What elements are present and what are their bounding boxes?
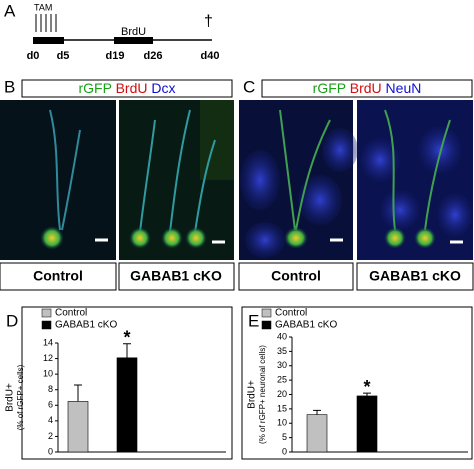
panel-letter: C: [243, 77, 255, 96]
tam-arrows: [35, 14, 57, 32]
legend-swatch: [261, 320, 272, 330]
y-tick-label: 0: [282, 446, 287, 456]
day-label: d26: [144, 50, 163, 62]
stain: BrdU: [116, 80, 148, 96]
brdu-label: BrdU: [121, 26, 146, 38]
legend-label: GABAB1 cKO: [275, 320, 337, 331]
bar: [116, 357, 138, 453]
stain-header: [21, 79, 233, 98]
y-tick-label: 0: [48, 446, 53, 456]
panel-letter: D: [6, 311, 18, 330]
y-tick-label: 8: [48, 384, 53, 394]
condition-label: Control: [33, 268, 83, 284]
day-label: d5: [57, 50, 70, 62]
condition-label: GABAB1 cKO: [130, 268, 222, 284]
error-bar: [74, 384, 82, 402]
stain: Dcx: [151, 80, 175, 96]
y-axis-label: (% of rGFP+ cells): [16, 364, 25, 430]
y-tick-label: 35: [277, 346, 287, 356]
legend-swatch: [41, 320, 52, 330]
day-label: d19: [106, 50, 125, 62]
brdu-period: [114, 37, 153, 44]
y-axis-label: (% of rGFP+ neuronal cells): [258, 345, 267, 444]
stain-header-text: rGFP BrdU Dcx: [78, 80, 175, 96]
stain-header: [261, 79, 473, 98]
legend-label: Control: [275, 308, 307, 319]
condition-label: Control: [271, 268, 321, 284]
tam-period: [33, 37, 64, 44]
tam-label: TAM: [34, 2, 52, 12]
chart-frame: [21, 306, 233, 460]
stain: NeuN: [386, 80, 422, 96]
bar: [356, 395, 378, 453]
stain: rGFP: [313, 80, 346, 96]
panel-letter: A: [4, 1, 16, 20]
error-bar: [363, 392, 371, 396]
bar: [67, 401, 89, 453]
y-tick-label: 4: [48, 415, 53, 425]
panel-letter: E: [248, 311, 259, 330]
significance: *: [363, 377, 370, 397]
day-label: d40: [201, 50, 220, 62]
condition-box: [0, 262, 117, 291]
micrograph: [119, 100, 234, 260]
legend-label: GABAB1 cKO: [55, 320, 117, 331]
y-tick-label: 40: [277, 331, 287, 341]
y-tick-label: 10: [277, 418, 287, 428]
panel-letter: B: [4, 77, 15, 96]
stain: BrdU: [350, 80, 382, 96]
micrograph: [0, 100, 116, 260]
y-axis-label: BrdU+: [5, 383, 16, 412]
y-tick-label: 14: [43, 337, 53, 347]
chart-frame: [241, 306, 473, 460]
condition-box: [356, 262, 474, 291]
day-label: d0: [27, 50, 40, 62]
condition-box: [238, 262, 354, 291]
end-mark: †: [204, 13, 213, 30]
y-tick-label: 12: [43, 353, 53, 363]
bar: [306, 414, 328, 453]
condition-label: GABAB1 cKO: [369, 268, 461, 284]
error-bar: [123, 343, 131, 358]
y-tick-label: 6: [48, 400, 53, 410]
y-tick-label: 15: [277, 403, 287, 413]
y-tick-label: 2: [48, 431, 53, 441]
micrograph: [239, 100, 358, 260]
y-tick-label: 30: [277, 360, 287, 370]
error-bar: [313, 409, 321, 415]
legend-label: Control: [55, 308, 87, 319]
significance: *: [123, 328, 130, 348]
stain: rGFP: [78, 80, 111, 96]
y-tick-label: 10: [43, 369, 53, 379]
y-tick-label: 20: [277, 389, 287, 399]
condition-box: [118, 262, 235, 291]
legend-swatch: [41, 308, 52, 318]
micrograph: [357, 100, 473, 260]
legend-swatch: [261, 308, 272, 318]
stain-header-text: rGFP BrdU NeuN: [313, 80, 422, 96]
y-axis-label: BrdU+: [247, 380, 258, 409]
y-tick-label: 5: [282, 432, 287, 442]
y-tick-label: 25: [277, 375, 287, 385]
